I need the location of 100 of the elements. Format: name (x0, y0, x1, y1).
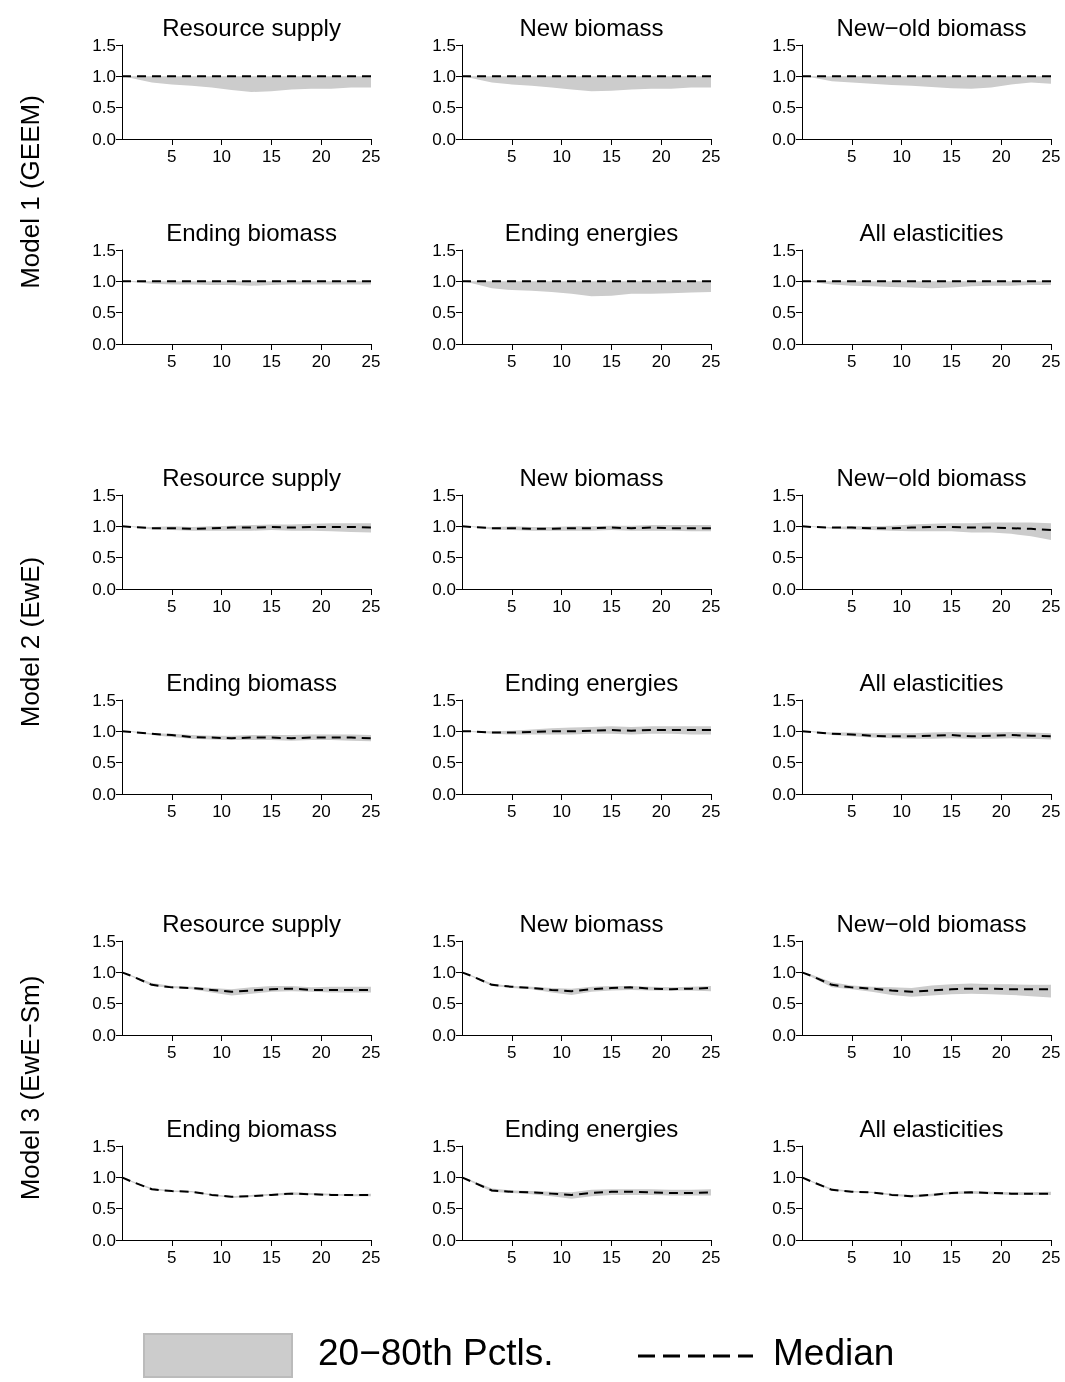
y-tick-label: 0.5 (432, 753, 456, 773)
y-tick-label: 0.5 (432, 548, 456, 568)
x-tick-label: 15 (941, 147, 961, 166)
y-tick-label: 0.0 (92, 1025, 116, 1045)
chart-title: All elasticities (859, 668, 1004, 696)
x-tick-label: 5 (507, 802, 517, 821)
x-tick-label: 20 (651, 147, 671, 166)
y-tick-label: 0.5 (772, 753, 796, 773)
x-tick-label: 15 (261, 1248, 281, 1267)
x-tick-label: 5 (847, 597, 857, 616)
x-tick-label: 10 (212, 1043, 232, 1062)
chart-title: All elasticities (859, 218, 1004, 246)
y-tick-label: 0.0 (92, 579, 116, 599)
y-axis-title: Model 3 (EwE−Sm) (14, 975, 46, 1201)
chart-title: Ending energies (504, 218, 679, 246)
x-tick-label: 20 (311, 352, 331, 371)
y-tick-label: 1.0 (772, 721, 796, 741)
y-tick-label: 0.0 (92, 129, 116, 149)
y-tick-label: 1.5 (772, 1136, 796, 1156)
chart-title: All elasticities (859, 1114, 1004, 1142)
x-tick-label: 25 (361, 147, 381, 166)
x-tick-label: 5 (847, 1248, 857, 1267)
y-tick-label: 0.0 (772, 784, 796, 804)
chart-title: New−old biomass (836, 13, 1027, 41)
y-axis-title: Model 1 (GEEM) (14, 95, 46, 289)
y-tick-label: 1.5 (92, 1136, 116, 1156)
chart-title: New biomass (519, 909, 664, 937)
x-tick-label: 10 (552, 802, 572, 821)
x-tick-label: 25 (1041, 597, 1061, 616)
x-tick-label: 10 (212, 352, 232, 371)
x-tick-label: 20 (311, 147, 331, 166)
x-tick-label: 20 (991, 1248, 1011, 1267)
x-tick-label: 20 (651, 597, 671, 616)
x-tick-label: 5 (507, 597, 517, 616)
x-tick-label: 20 (311, 1043, 331, 1062)
chart-title: New biomass (519, 463, 664, 491)
chart-title: Ending biomass (166, 668, 337, 696)
y-tick-label: 1.0 (432, 66, 456, 86)
x-tick-label: 20 (991, 1043, 1011, 1062)
y-tick-label: 1.5 (432, 931, 456, 951)
y-axis-title: Model 2 (EwE) (14, 556, 46, 728)
y-tick-label: 0.5 (772, 303, 796, 323)
x-tick-label: 10 (892, 1043, 912, 1062)
x-tick-label: 5 (507, 147, 517, 166)
x-tick-label: 5 (507, 1248, 517, 1267)
x-tick-label: 10 (212, 1248, 232, 1267)
x-tick-label: 5 (847, 147, 857, 166)
y-tick-label: 1.0 (432, 1167, 456, 1187)
y-tick-label: 1.5 (92, 35, 116, 55)
x-tick-label: 15 (941, 1043, 961, 1062)
x-tick-label: 20 (311, 597, 331, 616)
y-tick-label: 1.5 (772, 485, 796, 505)
x-tick-label: 20 (991, 802, 1011, 821)
y-tick-label: 1.0 (772, 271, 796, 291)
y-tick-label: 1.0 (772, 66, 796, 86)
y-tick-label: 0.0 (432, 1025, 456, 1045)
y-tick-label: 0.5 (772, 98, 796, 118)
x-tick-label: 15 (261, 352, 281, 371)
y-tick-label: 0.5 (772, 1199, 796, 1219)
x-tick-label: 10 (892, 147, 912, 166)
x-tick-label: 5 (847, 1043, 857, 1062)
x-tick-label: 15 (601, 147, 621, 166)
x-tick-label: 25 (1041, 1248, 1061, 1267)
x-tick-label: 15 (601, 802, 621, 821)
x-tick-label: 5 (847, 352, 857, 371)
y-tick-label: 1.5 (432, 1136, 456, 1156)
y-tick-label: 1.5 (432, 240, 456, 260)
x-tick-label: 25 (1041, 1043, 1061, 1062)
x-tick-label: 20 (651, 1248, 671, 1267)
x-tick-label: 20 (651, 1043, 671, 1062)
y-tick-label: 1.5 (432, 35, 456, 55)
x-tick-label: 10 (212, 802, 232, 821)
y-tick-label: 0.5 (432, 98, 456, 118)
y-tick-label: 0.0 (432, 579, 456, 599)
x-tick-label: 25 (701, 147, 721, 166)
legend-label: Median (773, 1332, 895, 1374)
x-tick-label: 25 (701, 1043, 721, 1062)
y-tick-label: 1.0 (92, 66, 116, 86)
y-tick-label: 1.0 (772, 516, 796, 536)
x-tick-label: 15 (941, 597, 961, 616)
y-tick-label: 1.0 (432, 271, 456, 291)
y-tick-label: 1.0 (92, 962, 116, 982)
x-tick-label: 15 (941, 352, 961, 371)
y-tick-label: 0.5 (92, 994, 116, 1014)
chart-title: Resource supply (162, 13, 341, 41)
x-tick-label: 20 (311, 802, 331, 821)
y-tick-label: 1.5 (772, 35, 796, 55)
x-tick-label: 15 (261, 1043, 281, 1062)
x-tick-label: 10 (552, 147, 572, 166)
x-tick-label: 25 (361, 802, 381, 821)
y-tick-label: 0.0 (772, 334, 796, 354)
chart-title: Ending biomass (166, 1114, 337, 1142)
y-tick-label: 0.5 (432, 1199, 456, 1219)
x-tick-label: 15 (261, 147, 281, 166)
x-tick-label: 5 (167, 352, 177, 371)
y-tick-label: 0.0 (772, 579, 796, 599)
y-tick-label: 1.5 (772, 240, 796, 260)
x-tick-label: 10 (552, 1043, 572, 1062)
x-tick-label: 5 (507, 352, 517, 371)
y-tick-label: 1.5 (772, 931, 796, 951)
